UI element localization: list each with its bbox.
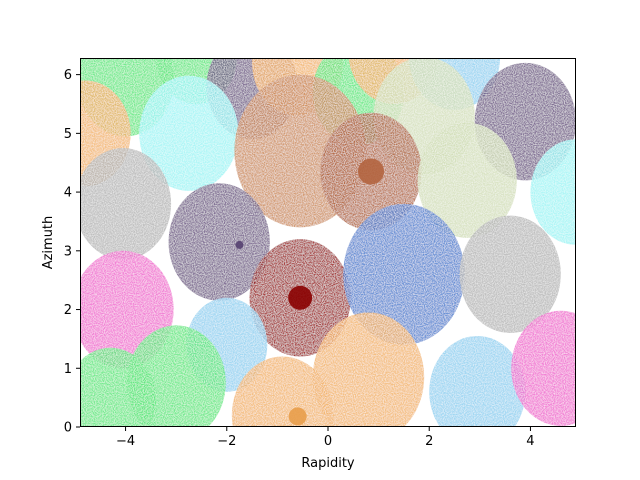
jet-area-27 bbox=[429, 335, 526, 427]
y-tick-label: 1 bbox=[64, 362, 72, 377]
jet-point-3 bbox=[288, 407, 307, 426]
y-tick-label: 0 bbox=[64, 421, 72, 436]
x-tick-label: −4 bbox=[116, 434, 135, 449]
y-axis-ticks: 0 1 2 3 4 5 6 bbox=[64, 68, 80, 436]
jets bbox=[235, 158, 385, 426]
y-axis-label: Azimuth bbox=[41, 216, 56, 270]
jet-point-4 bbox=[235, 240, 244, 249]
jet-area-19 bbox=[343, 203, 465, 345]
jet-area-26 bbox=[231, 356, 334, 427]
jet-area-17 bbox=[168, 183, 270, 301]
jet-point-2 bbox=[358, 158, 385, 185]
y-tick-label: 4 bbox=[64, 186, 72, 201]
y-tick-label: 6 bbox=[64, 68, 72, 83]
x-axis-label: Rapidity bbox=[301, 456, 355, 471]
x-tick-label: 0 bbox=[324, 434, 332, 449]
jet-area-15 bbox=[530, 139, 576, 245]
jet-area-25 bbox=[312, 312, 425, 427]
jet-area-16 bbox=[80, 148, 172, 260]
jet-area-20 bbox=[459, 215, 561, 334]
jet-areas bbox=[80, 58, 576, 427]
jet-area-28 bbox=[511, 310, 576, 426]
jet-area-14 bbox=[417, 122, 517, 238]
jet-area-24 bbox=[80, 347, 156, 427]
plot-frame bbox=[80, 58, 576, 427]
y-tick-label: 3 bbox=[64, 244, 72, 259]
jet-point-1 bbox=[288, 285, 313, 310]
x-tick-label: 2 bbox=[425, 434, 433, 449]
y-tick-label: 5 bbox=[64, 127, 72, 142]
jet-area-11 bbox=[139, 75, 239, 191]
x-axis-ticks: −4 −2 0 2 4 bbox=[116, 427, 535, 449]
x-tick-label: −2 bbox=[217, 434, 236, 449]
y-tick-label: 2 bbox=[64, 303, 72, 318]
x-tick-label: 4 bbox=[526, 434, 534, 449]
